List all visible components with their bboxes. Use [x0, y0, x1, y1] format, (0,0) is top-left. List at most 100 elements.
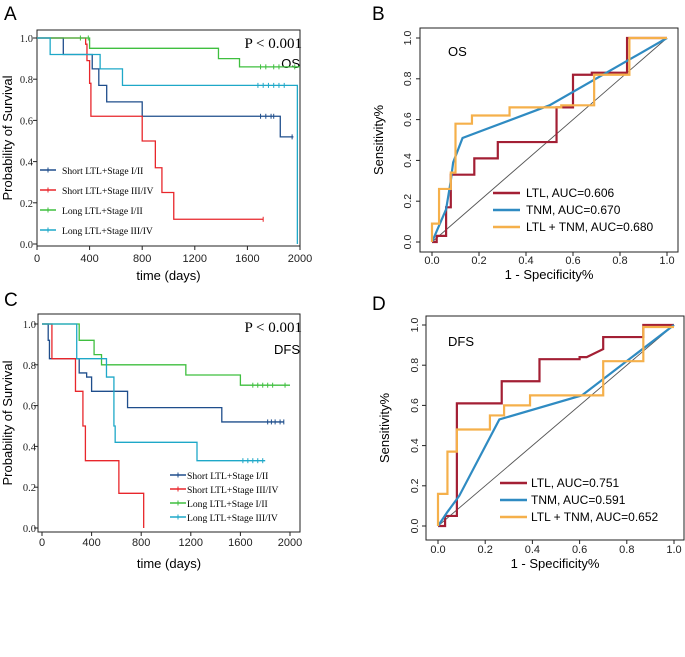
panel-d-xtick-label: 0.8: [619, 544, 634, 556]
panel-b-frame: [419, 27, 679, 253]
panel-b-roc-os: 0.0 0.2 0.4 0.6 0.8 1.0 0.0 0.2 0.4 0.6 0.8 1.0 1 - …: [371, 27, 679, 282]
panel-d-xtick-label: 1.0: [666, 544, 681, 556]
panel-b-ylabel: Sensitivity%: [371, 105, 386, 176]
panel-a-km-os: 0 400 800 1200 1600 2000 0.0 0.2 0.4 0.6 0.8 1.0 tim…: [0, 29, 312, 283]
panel-c-legend-label-2: Short LTL+Stage III/IV: [187, 485, 278, 496]
panel-b-xtick-label: 0.0: [424, 255, 439, 267]
panel-a-series-line-4: [37, 37, 299, 244]
panel-a-xlabel: time (days): [136, 268, 200, 283]
panel-d-ytick-label: 0.6: [409, 398, 421, 413]
panel-d-ytick-label: 1.0: [409, 318, 421, 333]
panel-d-ytick-label: 0.8: [409, 358, 421, 373]
panel-c-p-value: P < 0.001: [245, 320, 303, 336]
panel-b-xtick-label: 1.0: [659, 255, 674, 267]
panel-a-series-line-3: [37, 37, 300, 68]
panel-c-ytick-label: 0.6: [23, 402, 36, 413]
panel-c-legend-label-4: Long LTL+Stage III/IV: [187, 513, 278, 524]
panel-c-xtick-label: 1600: [228, 537, 252, 549]
panel-c-ytick-label: 0.2: [23, 483, 36, 494]
panel-b-series-line-3: [430, 36, 667, 242]
panel-b-legend-label-2: TNM, AUC=0.670: [526, 203, 621, 217]
panel-d-ytick-label: 0.2: [409, 478, 421, 493]
panel-d-ylabel: Sensitivity%: [377, 393, 392, 464]
panel-c-ylabel: Probability of Survival: [0, 360, 15, 485]
panel-a-legend-label-2: Short LTL+Stage III/IV: [62, 186, 153, 197]
panel-a-ytick-label: 0.4: [20, 158, 34, 169]
panel-c-legend-label-3: Long LTL+Stage I/II: [187, 499, 268, 510]
panel-d-legend-label-2: TNM, AUC=0.591: [531, 493, 626, 507]
panel-b-xtick-label: 0.8: [612, 255, 627, 267]
panel-a-ytick-label: 0.2: [20, 199, 33, 210]
panel-d-roc-dfs: 0.0 0.2 0.4 0.6 0.8 1.0 0.0 0.2 0.4 0.6 0.8 1.0 1 - …: [377, 315, 685, 571]
panel-a-ytick-label: 0.0: [20, 240, 33, 251]
panel-letter-d: D: [372, 294, 386, 315]
panel-b-ytick-label: 0.6: [402, 112, 414, 127]
panel-a-xtick-label: 800: [133, 253, 151, 265]
panel-a-ytick-label: 0.8: [20, 75, 33, 86]
panel-b-legend-label-3: LTL + TNM, AUC=0.680: [526, 220, 653, 234]
panel-c-endpoint-label: DFS: [274, 342, 300, 357]
panel-a-xtick-label: 1600: [235, 253, 259, 265]
panel-b-ytick-label: 0.2: [402, 194, 414, 209]
panel-c-legend-label-1: Short LTL+Stage I/II: [187, 471, 268, 482]
panel-c-xtick-label: 800: [132, 537, 150, 549]
panel-b-ytick-label: 0.4: [402, 153, 414, 168]
panel-d-series-line-2: [437, 324, 675, 527]
panel-d-legend-label-1: LTL, AUC=0.751: [531, 476, 619, 490]
panel-a-endpoint-label: OS: [281, 56, 300, 71]
panel-a-legend-label-4: Long LTL+Stage III/IV: [62, 226, 153, 237]
panel-d-xtick-label: 0.0: [430, 544, 445, 556]
panel-a-xtick-label: 400: [80, 253, 98, 265]
panel-c-xlabel: time (days): [137, 556, 201, 571]
panel-d-xlabel: 1 - Specificity%: [511, 556, 600, 571]
panel-c-km-dfs: 0 400 800 1200 1600 2000 0.0 0.2 0.4 0.6 0.8 1.0 tim…: [0, 313, 303, 571]
panel-c-frame: [37, 313, 301, 533]
panel-d-xtick-label: 0.6: [572, 544, 587, 556]
panel-c-ytick-label: 0.4: [23, 442, 37, 453]
panel-c-xtick-label: 2000: [278, 537, 302, 549]
panel-a-ylabel: Probability of Survival: [0, 75, 15, 200]
panel-a-legend-label-1: Short LTL+Stage I/II: [62, 166, 143, 177]
panel-d-series-line-1: [438, 323, 674, 528]
panel-d-frame: [425, 315, 685, 541]
panel-c-series-line-3: [42, 323, 290, 386]
panel-c-ytick-label: 0.0: [23, 524, 36, 535]
panel-a-legend-label-3: Long LTL+Stage I/II: [62, 206, 143, 217]
panel-c-ytick-label: 0.8: [23, 361, 36, 372]
panel-b-ytick-label: 1.0: [402, 31, 414, 46]
panel-a-series-line-2: [37, 37, 264, 220]
panel-d-ytick-label: 0.4: [409, 438, 421, 453]
panel-c-series-line-4: [42, 323, 266, 462]
panel-c-xtick-label: 1200: [179, 537, 203, 549]
panel-a-frame: [36, 29, 301, 247]
panel-d-reference-diagonal: [437, 324, 675, 527]
panel-letter-c: C: [4, 290, 18, 311]
panel-b-xlabel: 1 - Specificity%: [505, 267, 594, 282]
panel-b-ytick-label: 0.0: [402, 235, 414, 250]
panel-a-ytick-label: 1.0: [20, 34, 33, 45]
panel-letter-a: A: [4, 4, 17, 25]
panel-letter-b: B: [372, 4, 385, 25]
panel-a-p-value: P < 0.001: [245, 36, 303, 52]
panel-d-endpoint-label: DFS: [448, 334, 474, 349]
panel-b-xtick-label: 0.4: [518, 255, 533, 267]
panel-b-series-line-1: [432, 36, 667, 244]
panel-a-xtick-label: 1200: [183, 253, 207, 265]
panel-d-xtick-label: 0.4: [525, 544, 540, 556]
panel-c-xtick-label: 400: [82, 537, 100, 549]
panel-a-xtick-label: 2000: [288, 253, 312, 265]
panel-d-ytick-label: 0.0: [409, 519, 421, 534]
panel-a-series-line-1: [37, 37, 294, 138]
panel-c-series-line-1: [42, 323, 284, 423]
panel-b-xtick-label: 0.6: [565, 255, 580, 267]
panel-c-series-line-2: [42, 323, 145, 528]
panel-d-xtick-label: 0.2: [478, 544, 493, 556]
panel-b-ytick-label: 0.8: [402, 71, 414, 86]
panel-c-ytick-label: 1.0: [23, 320, 36, 331]
panel-a-xtick-label: 0: [34, 253, 40, 265]
panel-b-xtick-label: 0.2: [471, 255, 486, 267]
panel-b-legend-label-1: LTL, AUC=0.606: [526, 186, 614, 200]
panel-d-legend-label-3: LTL + TNM, AUC=0.652: [531, 510, 658, 524]
panel-a-ytick-label: 0.6: [20, 116, 33, 127]
